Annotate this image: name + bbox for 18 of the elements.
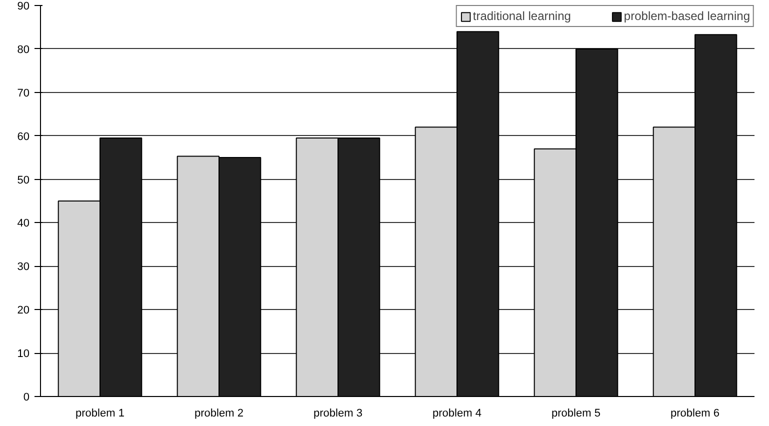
legend-label: traditional learning [472,9,571,23]
x-tick-label: problem 1 [76,408,124,420]
y-tick-label: 90 [17,0,30,12]
y-tick-label: 20 [17,304,30,317]
x-tick-label: problem 6 [670,408,720,420]
y-tick-label: 80 [17,44,30,56]
y-tick-label: 70 [17,87,30,100]
y-tick-label: 60 [17,130,30,143]
y-tick-label: 10 [17,348,30,360]
x-tick-label: problem 2 [194,408,244,420]
y-tick-label: 30 [17,261,30,274]
x-tick-label: problem 3 [314,408,362,420]
y-tick-label: 0 [23,392,30,404]
x-tick-label: problem 4 [432,408,482,420]
y-tick-label: 50 [17,174,30,186]
x-tick-label: problem 5 [552,408,600,420]
legend-label: problem-based learning [624,9,750,23]
y-tick-label: 40 [17,218,30,230]
